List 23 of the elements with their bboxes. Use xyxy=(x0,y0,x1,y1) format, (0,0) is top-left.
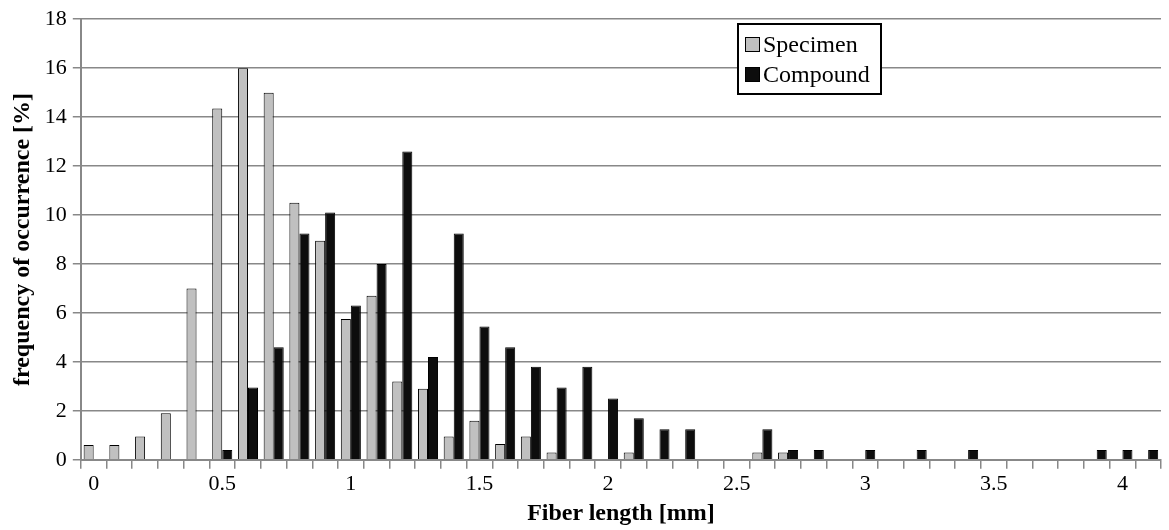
legend-label: Specimen xyxy=(763,30,858,59)
x-tick-label: 0 xyxy=(88,469,100,495)
x-tick-label: 2 xyxy=(602,469,614,495)
y-axis-title: frequency of occurrence [%] xyxy=(7,92,34,387)
y-tick-label: 6 xyxy=(55,298,67,324)
x-tick-label: 2.5 xyxy=(722,469,751,495)
x-tick-label: 0.5 xyxy=(208,469,236,495)
y-tick-label: 12 xyxy=(44,151,67,177)
y-tick-label: 16 xyxy=(44,53,67,79)
y-tick-label: 14 xyxy=(44,102,67,128)
x-tick-label: 3 xyxy=(859,469,871,495)
y-tick-label: 8 xyxy=(55,249,67,275)
x-tick-label: 4 xyxy=(1116,469,1128,495)
legend-label: Compound xyxy=(763,60,870,89)
y-tick-label: 18 xyxy=(44,4,67,30)
y-tick-label: 4 xyxy=(55,347,67,373)
y-tick-label: 2 xyxy=(55,396,67,422)
x-tick-label: 1.5 xyxy=(465,469,494,495)
x-axis-title: Fiber length [mm] xyxy=(527,498,715,525)
y-tick-label: 0 xyxy=(55,445,67,471)
x-tick-label: 1 xyxy=(345,469,357,495)
x-tick-label: 3.5 xyxy=(980,469,1008,495)
y-tick-label: 10 xyxy=(44,200,67,226)
